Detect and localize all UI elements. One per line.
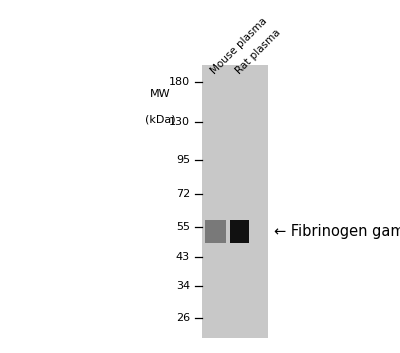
Text: 72: 72	[176, 189, 190, 199]
Bar	[202, 65, 268, 338]
Text: ← Fibrinogen gamma: ← Fibrinogen gamma	[274, 224, 400, 239]
Text: 95: 95	[176, 155, 190, 165]
Bar	[230, 220, 249, 243]
Text: 55: 55	[176, 222, 190, 232]
Text: (kDa): (kDa)	[145, 115, 175, 125]
Bar	[205, 220, 226, 243]
Text: 26: 26	[176, 313, 190, 323]
Text: Mouse plasma: Mouse plasma	[208, 16, 268, 76]
Text: 180: 180	[169, 77, 190, 87]
Text: 34: 34	[176, 281, 190, 291]
Text: 43: 43	[176, 252, 190, 262]
Text: MW: MW	[150, 89, 170, 99]
Text: 130: 130	[169, 117, 190, 127]
Text: Rat plasma: Rat plasma	[234, 27, 282, 76]
